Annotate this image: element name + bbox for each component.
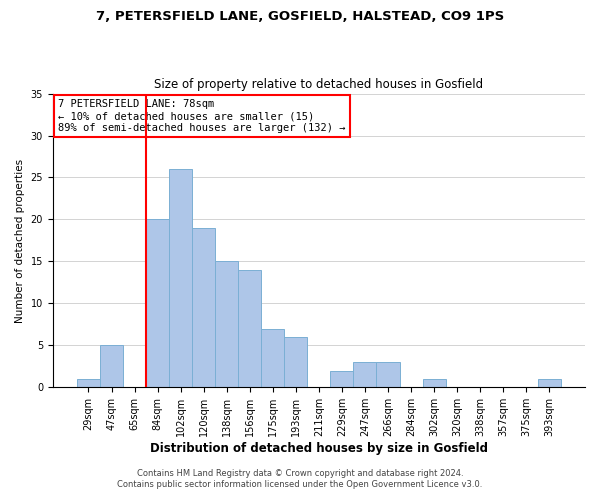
Bar xyxy=(169,169,192,388)
Y-axis label: Number of detached properties: Number of detached properties xyxy=(15,158,25,322)
Bar xyxy=(261,328,284,388)
Bar xyxy=(238,270,261,388)
Bar xyxy=(538,379,561,388)
Bar xyxy=(146,220,169,388)
Text: 7, PETERSFIELD LANE, GOSFIELD, HALSTEAD, CO9 1PS: 7, PETERSFIELD LANE, GOSFIELD, HALSTEAD,… xyxy=(96,10,504,23)
Bar xyxy=(331,370,353,388)
Text: 7 PETERSFIELD LANE: 78sqm
← 10% of detached houses are smaller (15)
89% of semi-: 7 PETERSFIELD LANE: 78sqm ← 10% of detac… xyxy=(58,100,346,132)
Bar xyxy=(192,228,215,388)
Text: Contains HM Land Registry data © Crown copyright and database right 2024.: Contains HM Land Registry data © Crown c… xyxy=(137,468,463,477)
Bar xyxy=(376,362,400,388)
Bar xyxy=(284,337,307,388)
Text: Contains public sector information licensed under the Open Government Licence v3: Contains public sector information licen… xyxy=(118,480,482,489)
Bar xyxy=(215,262,238,388)
Bar xyxy=(422,379,446,388)
Bar xyxy=(353,362,376,388)
Title: Size of property relative to detached houses in Gosfield: Size of property relative to detached ho… xyxy=(154,78,484,91)
Bar xyxy=(100,346,123,388)
X-axis label: Distribution of detached houses by size in Gosfield: Distribution of detached houses by size … xyxy=(150,442,488,455)
Bar xyxy=(77,379,100,388)
